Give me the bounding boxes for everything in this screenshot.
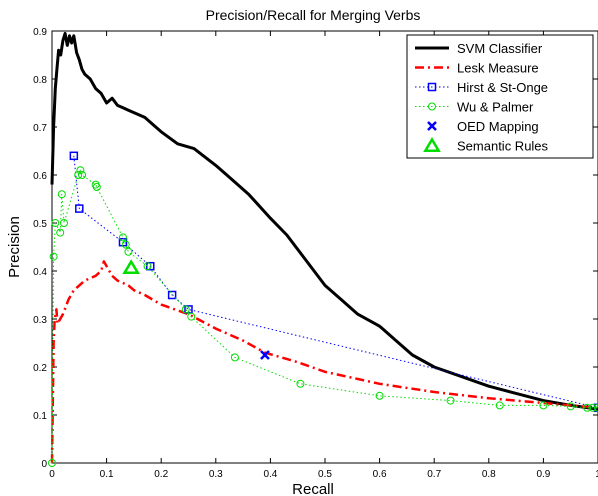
data-point-hirst-st-onge	[118, 237, 128, 247]
legend-label: Semantic Rules	[457, 139, 549, 154]
y-tick-label: 0.3	[33, 315, 47, 326]
legend-label: Hirst & St-Onge	[457, 80, 548, 95]
legend-label: SVM Classifier	[457, 41, 543, 56]
x-tick-label: 0.1	[100, 469, 114, 480]
x-tick-label: 0.7	[427, 469, 441, 480]
data-point-wu-palmer	[230, 353, 239, 362]
legend-label: Wu & Palmer	[457, 100, 534, 115]
series-layer	[48, 31, 598, 467]
x-tick-label: 0.3	[209, 469, 223, 480]
series-line-svm-classifier	[50, 31, 598, 411]
y-tick-label: 0	[41, 459, 47, 470]
legend-box	[406, 34, 594, 159]
x-tick-label: 0	[49, 469, 55, 480]
data-point-wu-palmer	[539, 401, 548, 410]
x-tick-label: 0.4	[263, 469, 277, 480]
data-point-wu-palmer	[181, 305, 190, 314]
data-point-wu-palmer	[74, 171, 83, 179]
legend-label: OED Mapping	[457, 119, 539, 134]
y-axis-label: Precision	[6, 216, 23, 278]
series-lesk-measure	[50, 260, 598, 464]
series-wu-palmer	[48, 166, 598, 467]
x-tick-label: 1	[595, 469, 598, 480]
legend-entry-oed-mapping: OED Mapping	[427, 119, 539, 134]
x-axis-label: Recall	[292, 481, 334, 496]
legend-marker	[427, 121, 437, 131]
legend-entry-hirst-st-onge: Hirst & St-Onge	[415, 80, 548, 95]
legend-marker	[423, 137, 441, 152]
data-point-wu-palmer	[92, 183, 101, 191]
series-semantic-rules	[122, 259, 141, 275]
x-tick-label: 0.2	[154, 469, 168, 480]
legend-marker	[428, 102, 436, 111]
data-point-hirst-st-onge	[167, 290, 177, 300]
data-point-wu-palmer	[78, 171, 87, 179]
y-tick-label: 0.6	[33, 171, 47, 182]
x-tick-label: 0.8	[482, 469, 496, 480]
series-oed-mapping	[260, 350, 270, 360]
x-tick-label: 0.6	[373, 469, 387, 480]
data-point-wu-palmer	[51, 219, 60, 227]
data-point-wu-palmer	[583, 403, 592, 412]
legend: SVM Classifier Lesk Measure Hirst & St-Ong…	[406, 34, 594, 159]
data-point-wu-palmer	[124, 247, 133, 256]
y-tick-label: 0.1	[33, 411, 47, 422]
y-tick-label: 0.8	[33, 75, 47, 86]
legend-entry-wu-palmer: Wu & Palmer	[415, 100, 534, 115]
x-tick-label: 0.9	[536, 469, 550, 480]
data-point-wu-palmer	[118, 233, 127, 242]
chart-title: Precision/Recall for Merging Verbs	[206, 7, 421, 23]
data-point-wu-palmer	[594, 403, 598, 412]
series-svm-classifier	[50, 31, 598, 411]
y-tick-label: 0.4	[33, 267, 47, 278]
data-point-wu-palmer	[566, 402, 575, 411]
legend-entry-lesk-measure: Lesk Measure	[415, 61, 539, 76]
series-line-hirst-st-onge	[73, 155, 598, 409]
y-tick-label: 0.7	[33, 123, 47, 134]
data-point-wu-palmer	[56, 228, 65, 237]
legend-marker	[427, 82, 437, 92]
data-point-wu-palmer	[296, 379, 305, 388]
data-point-hirst-st-onge	[75, 204, 84, 213]
series-line-wu-palmer	[51, 169, 598, 464]
data-point-wu-palmer	[60, 219, 69, 227]
data-point-wu-palmer	[143, 262, 152, 271]
x-tick-label: 0.5	[318, 469, 332, 480]
series-line-lesk-measure	[50, 260, 598, 464]
y-tick-label: 0.2	[33, 363, 47, 374]
data-point-hirst-st-onge	[69, 151, 79, 161]
legend-entry-svm-classifier: SVM Classifier	[415, 41, 543, 56]
legend-label: Lesk Measure	[457, 61, 539, 76]
y-tick-label: 0.9	[33, 27, 47, 38]
y-tick-label: 0.5	[33, 219, 47, 230]
data-point-oed-mapping	[260, 350, 270, 360]
data-point-wu-palmer	[49, 252, 58, 261]
legend-entry-semantic-rules: Semantic Rules	[423, 137, 549, 154]
data-point-wu-palmer	[446, 396, 455, 405]
data-point-wu-palmer	[375, 391, 384, 400]
data-point-wu-palmer	[495, 401, 504, 410]
data-point-wu-palmer	[57, 190, 66, 199]
data-point-wu-palmer	[187, 312, 196, 321]
data-point-semantic-rules	[122, 259, 141, 275]
data-point-wu-palmer	[588, 403, 597, 412]
data-point-wu-palmer	[121, 240, 130, 249]
axis-ticks: 0 0.1 0.2 0.3 0.4 0.5 0.6 0.7 0.8 0.9 1 0 0.1 0.2 0.3 0…	[33, 27, 598, 480]
data-point-wu-palmer	[76, 166, 85, 175]
data-point-wu-palmer	[48, 459, 56, 467]
